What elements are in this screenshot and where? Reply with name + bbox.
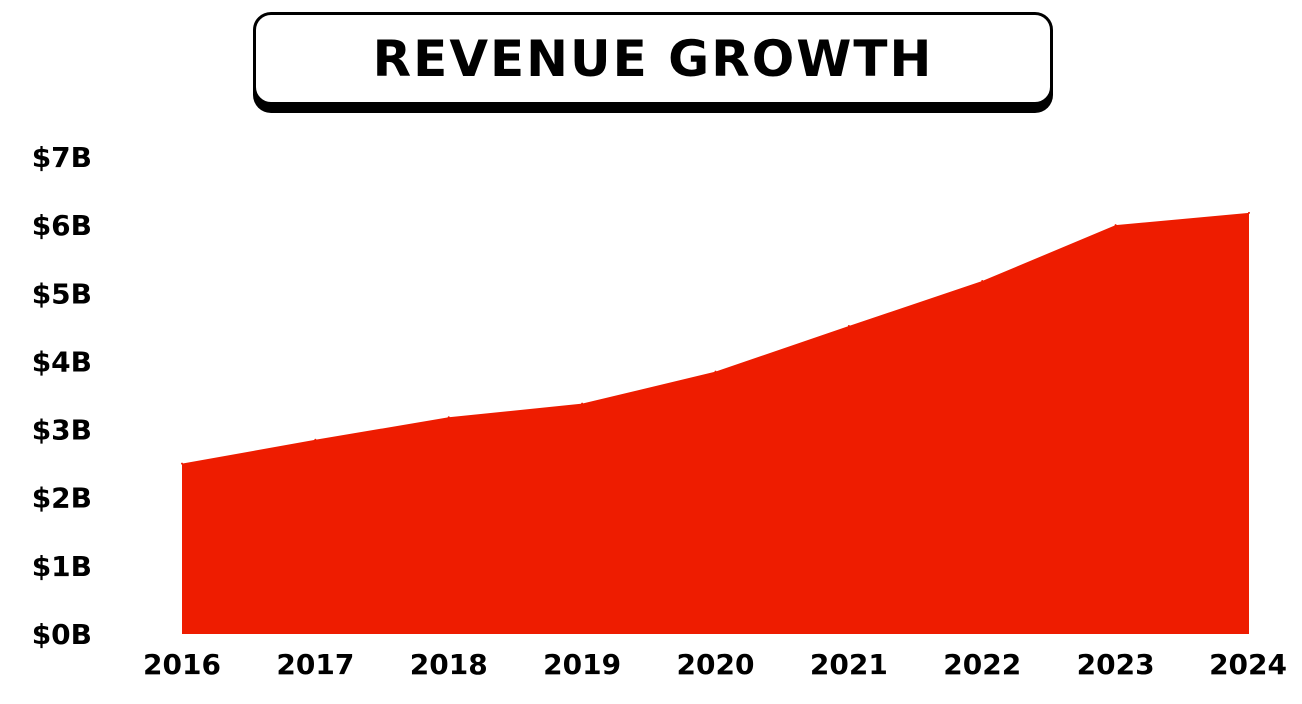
x-tick-label: 2024 xyxy=(1209,648,1287,681)
x-tick-label: 2022 xyxy=(943,648,1021,681)
y-tick-label: $3B xyxy=(32,414,92,447)
area-layer xyxy=(181,211,1250,634)
y-tick-label: $5B xyxy=(32,277,92,310)
data-point-2016 xyxy=(181,462,183,465)
y-tick-label: $4B xyxy=(32,345,92,378)
data-point-2020 xyxy=(714,370,717,373)
y-tick-label: $6B xyxy=(32,209,92,242)
y-tick-label: $2B xyxy=(32,482,92,515)
y-tick-label: $7B xyxy=(32,141,92,174)
revenue-area xyxy=(182,212,1249,634)
data-point-2023 xyxy=(1114,224,1117,227)
data-point-2017 xyxy=(314,438,317,441)
x-tick-label: 2017 xyxy=(276,648,354,681)
x-tick-label: 2021 xyxy=(810,648,888,681)
x-tick-label: 2018 xyxy=(410,648,488,681)
chart-title: REVENUE GROWTH xyxy=(372,29,934,88)
x-tick-label: 2023 xyxy=(1077,648,1155,681)
x-axis: 2016 2017 2018 2019 2020 2021 2022 2023 2024 xyxy=(143,648,1287,681)
x-tick-label: 2019 xyxy=(543,648,621,681)
y-tick-label: $1B xyxy=(32,550,92,583)
data-point-2021 xyxy=(847,324,850,327)
chart-title-box: REVENUE GROWTH xyxy=(253,12,1053,105)
data-point-2022 xyxy=(981,280,984,283)
y-tick-label: $0B xyxy=(32,618,92,651)
x-tick-label: 2020 xyxy=(677,648,755,681)
data-point-2024 xyxy=(1248,211,1250,214)
data-point-2018 xyxy=(447,416,450,419)
y-axis: $0B $1B $2B $3B $4B $5B $6B $7B xyxy=(32,141,92,651)
data-point-2019 xyxy=(581,402,584,405)
x-tick-label: 2016 xyxy=(143,648,221,681)
